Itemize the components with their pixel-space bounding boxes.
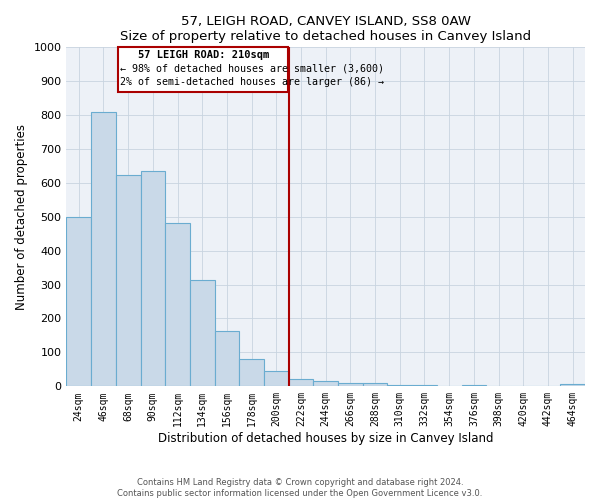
Text: Contains HM Land Registry data © Crown copyright and database right 2024.
Contai: Contains HM Land Registry data © Crown c… xyxy=(118,478,482,498)
Bar xyxy=(116,175,140,386)
FancyBboxPatch shape xyxy=(118,47,288,92)
Bar xyxy=(67,216,91,386)
Title: 57, LEIGH ROAD, CANVEY ISLAND, SS8 0AW
Size of property relative to detached hou: 57, LEIGH ROAD, CANVEY ISLAND, SS8 0AW S… xyxy=(120,15,531,43)
Y-axis label: Number of detached properties: Number of detached properties xyxy=(15,124,28,310)
Bar xyxy=(91,112,116,386)
Bar xyxy=(140,171,165,386)
Bar xyxy=(239,358,264,386)
Bar xyxy=(338,382,363,386)
X-axis label: Distribution of detached houses by size in Canvey Island: Distribution of detached houses by size … xyxy=(158,432,493,445)
Bar xyxy=(388,384,412,386)
Text: 2% of semi-detached houses are larger (86) →: 2% of semi-detached houses are larger (8… xyxy=(120,77,384,87)
Text: 57 LEIGH ROAD: 210sqm: 57 LEIGH ROAD: 210sqm xyxy=(137,50,269,59)
Text: ← 98% of detached houses are smaller (3,600): ← 98% of detached houses are smaller (3,… xyxy=(120,63,384,73)
Bar xyxy=(412,384,437,386)
Bar xyxy=(190,280,215,386)
Bar xyxy=(461,384,486,386)
Bar xyxy=(215,331,239,386)
Bar xyxy=(264,372,289,386)
Bar xyxy=(165,224,190,386)
Bar xyxy=(560,384,585,386)
Bar xyxy=(363,383,388,386)
Bar xyxy=(289,379,313,386)
Bar xyxy=(313,380,338,386)
